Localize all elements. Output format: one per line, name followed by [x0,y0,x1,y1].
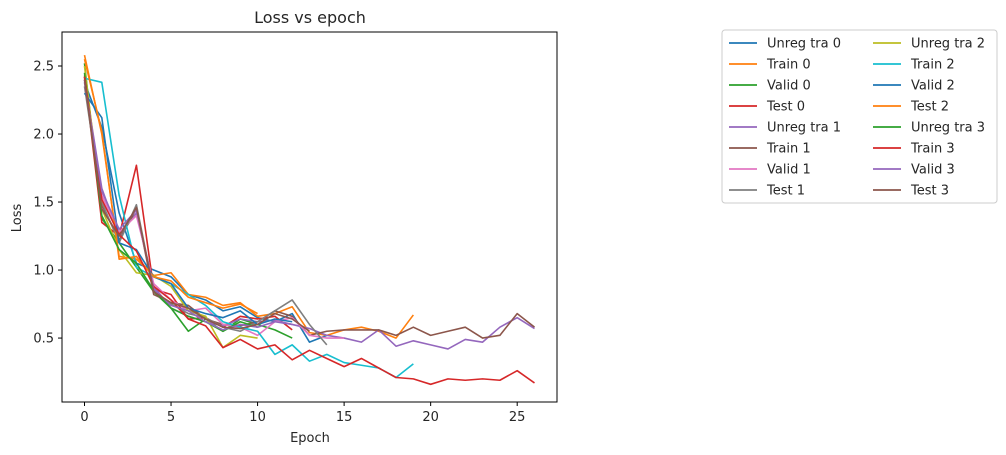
legend-entry-label: Train 0 [766,58,811,73]
legend-entry-label: Unreg tra 0 [767,37,841,52]
x-tick-label: 15 [336,410,353,425]
series-line-3 [83,75,293,331]
x-tick-label: 25 [509,410,526,425]
x-tick-label: 5 [167,410,175,425]
x-tick-label: 10 [249,410,266,425]
legend-entry-label: Train 1 [766,142,811,157]
series-line-4 [83,79,535,350]
legend-entry-label: Unreg tra 2 [911,37,985,52]
legend-entry-label: Valid 0 [767,79,811,94]
series-line-13 [83,76,535,386]
legend-entry-label: Valid 2 [911,79,955,94]
plot-lines [83,54,535,386]
legend-entry-label: Unreg tra 1 [767,121,841,136]
legend-entry-label: Test 2 [910,100,949,115]
x-tick-label: 0 [80,410,88,425]
series-line-5 [83,76,535,339]
axes: 0 5 10 15 20 25 0.5 1.0 1.5 2.0 2.5 [33,31,558,425]
legend-entry-label: Test 3 [910,184,949,199]
y-tick-label: 1.0 [33,264,54,279]
y-tick-label: 1.5 [33,196,54,211]
y-tick-label: 0.5 [33,332,54,347]
y-tick-label: 2.0 [33,128,54,143]
chart-title: Loss vs epoch [254,8,366,27]
legend-box [721,29,998,204]
legend-entry-label: Train 2 [910,58,955,73]
legend: Unreg tra 0 Train 0 Valid 0 Test 0 Unreg tra… [721,29,998,204]
series-line-12 [83,72,258,333]
legend-entry-label: Test 0 [766,100,805,115]
legend-entry-label: Test 1 [766,184,805,199]
series-line-11 [83,59,258,315]
x-axis-label: Epoch [290,431,330,446]
plot-frame [61,31,558,403]
y-tick-label: 2.5 [33,60,54,75]
legend-entry-label: Unreg tra 3 [911,121,985,136]
series-line-9 [84,77,414,379]
series-line-6 [83,79,345,339]
legend-entry-label: Valid 3 [911,163,955,178]
series-line-1 [83,54,414,339]
x-tick-label: 20 [422,410,439,425]
series-line-8 [83,65,258,349]
legend-entry-label: Valid 1 [767,163,811,178]
series-line-14 [83,82,293,331]
y-axis-label: Loss [10,204,25,233]
legend-entry-label: Train 3 [910,142,955,157]
series-line-10 [83,92,293,326]
series-line-15 [83,79,310,332]
